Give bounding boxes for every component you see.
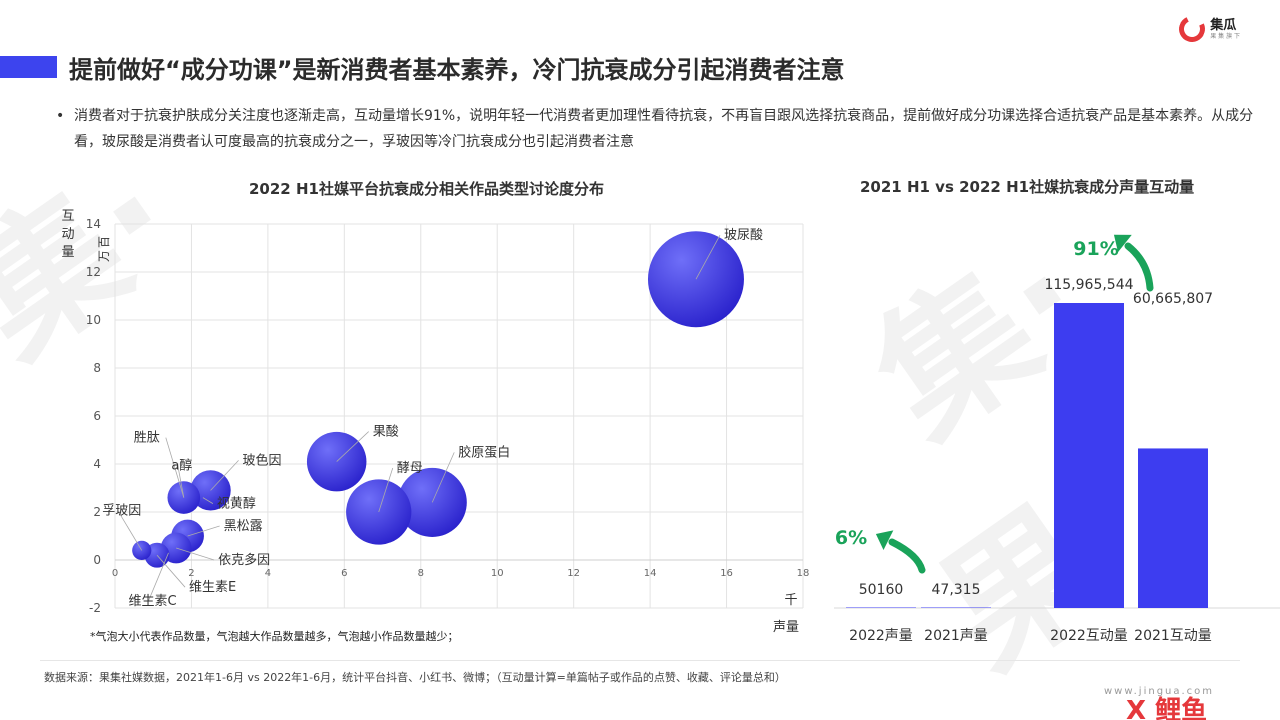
x-tick-label: 14 — [644, 568, 657, 579]
bubble — [397, 467, 467, 537]
title-accent-bar — [0, 56, 57, 78]
leader-line — [378, 467, 394, 513]
y-axis-unit: 万 — [97, 250, 111, 262]
x-tick-label: 6 — [341, 568, 347, 579]
y-axis-unit: 百 — [97, 236, 111, 248]
bubble-label: 孚玻因 — [102, 503, 141, 518]
leader-line — [202, 497, 214, 504]
x-tick-label: 10 — [491, 568, 504, 579]
summary-text: 消费者对于抗衰护肤成分关注度也逐渐走高，互动量增长91%，说明年轻一代消费者更加… — [74, 108, 1254, 150]
growth-arrow-large — [1124, 242, 1154, 292]
leader-line — [165, 437, 185, 498]
bubble-label: 胜肽 — [134, 431, 160, 446]
y-tick-label: 12 — [86, 265, 101, 279]
bubble-label: 维生素E — [189, 580, 236, 595]
bullet-icon: • — [56, 108, 65, 124]
bubble-label: 果酸 — [373, 425, 399, 440]
leader-line — [177, 465, 185, 498]
page-title: 提前做好“成分功课”是新消费者基本素养，冷门抗衰成分引起消费者注意 — [69, 56, 845, 84]
y-axis-label: 动 — [61, 227, 74, 242]
growth-label-small: 6% — [835, 527, 867, 549]
leader-line — [187, 525, 220, 537]
x-tick-label: 8 — [418, 568, 424, 579]
x-axis-label: 声量 — [773, 620, 799, 635]
leader-line — [117, 510, 143, 551]
bar — [921, 607, 991, 608]
bar-value-label: 60,665,807 — [1133, 291, 1213, 307]
x-tick-label: 2 — [188, 568, 194, 579]
y-tick-label: 0 — [93, 553, 101, 567]
bar-value-label: 47,315 — [932, 582, 981, 598]
y-tick-label: 14 — [86, 217, 101, 231]
site-url: www.jingua.com — [1104, 686, 1215, 697]
x-tick-label: 4 — [265, 568, 271, 579]
logo-subtitle: 果 集 旗 下 — [1210, 32, 1240, 40]
growth-arrow-small — [888, 538, 926, 574]
x-tick-label: 0 — [112, 568, 118, 579]
bubble-label: 视黄醇 — [217, 496, 256, 512]
bubble-chart-title: 2022 H1社媒平台抗衰成分相关作品类型讨论度分布 — [249, 180, 604, 198]
divider — [40, 660, 1240, 661]
x-tick-label: 12 — [567, 568, 580, 579]
growth-label-large: 91% — [1073, 238, 1118, 260]
logo: 集瓜 果 集 旗 下 — [1175, 12, 1240, 46]
bar-category-label: 2021声量 — [924, 628, 988, 644]
x-axis-unit: 千 — [784, 593, 797, 608]
logo-icon — [1175, 12, 1209, 46]
y-axis-label: 互 — [61, 209, 74, 224]
leader-line — [156, 554, 186, 588]
growth-arrow-large-head — [1113, 234, 1132, 253]
bar — [846, 607, 916, 608]
bubble — [190, 470, 231, 511]
leader-line — [176, 547, 215, 561]
bubble-label: 玻色因 — [243, 452, 282, 468]
brand-mark: X 鲤鱼 — [1126, 696, 1208, 720]
y-tick-label: 4 — [93, 457, 101, 471]
y-tick-label: -2 — [89, 601, 101, 615]
bubble-label: 依克多因 — [218, 552, 270, 568]
bar-category-label: 2022声量 — [849, 628, 913, 644]
bar — [1054, 303, 1124, 608]
bar-value-label: 115,965,544 — [1044, 277, 1133, 293]
leader-line — [148, 552, 169, 601]
y-axis-label: 量 — [61, 245, 74, 260]
leader-line — [336, 431, 369, 462]
bar-chart-title: 2021 H1 vs 2022 H1社媒抗衰成分声量互动量 — [860, 178, 1195, 196]
bubble-footnote: *气泡大小代表作品数量，气泡越大作品数量越多，气泡越小作品数量越少； — [90, 630, 459, 643]
bar-category-label: 2022互动量 — [1050, 628, 1128, 644]
bubble-label: 维生素C — [128, 594, 176, 609]
leader-line — [210, 460, 239, 491]
bubble-label: 黑松露 — [224, 519, 263, 534]
bubble-label: 玻尿酸 — [724, 228, 763, 243]
x-tick-label: 16 — [720, 568, 733, 579]
x-tick-label: 18 — [797, 568, 810, 579]
data-source: 数据来源：果集社媒数据，2021年1-6月 vs 2022年1-6月，统计平台抖… — [44, 671, 786, 684]
bar-value-label: 50160 — [859, 582, 904, 598]
growth-arrow-small-head — [875, 530, 894, 551]
y-tick-label: 10 — [86, 313, 101, 327]
bubble-label: a醇 — [171, 458, 192, 474]
y-tick-label: 8 — [93, 361, 101, 375]
y-tick-label: 2 — [93, 505, 101, 519]
leader-line — [431, 452, 455, 503]
logo-name: 集瓜 — [1210, 17, 1237, 33]
bubble-label: 酵母 — [397, 461, 423, 476]
y-tick-label: 6 — [93, 409, 101, 423]
bar — [1138, 448, 1208, 608]
bar-category-label: 2021互动量 — [1134, 628, 1212, 644]
leader-line — [695, 235, 721, 280]
summary-bullet: • 消费者对于抗衰护肤成分关注度也逐渐走高，互动量增长91%，说明年轻一代消费者… — [56, 103, 1266, 155]
bubble-label: 胶原蛋白 — [458, 444, 510, 460]
